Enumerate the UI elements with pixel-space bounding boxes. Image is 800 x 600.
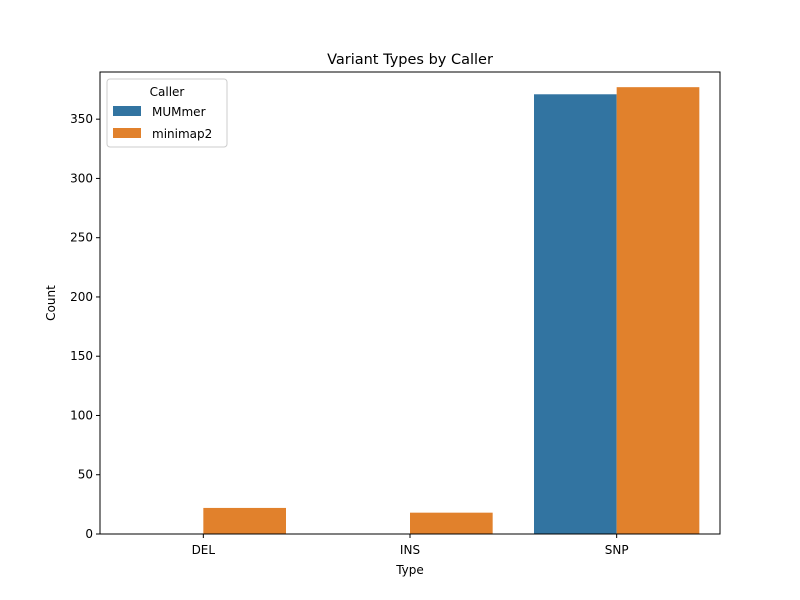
legend-swatch-minimap2 [113,128,141,138]
bars-group [203,87,700,534]
legend: Caller MUMmer minimap2 [106,78,228,148]
x-tick-label: DEL [192,543,216,557]
x-tick-label: INS [400,543,420,557]
legend-swatch-mummer [113,106,141,116]
y-tick-label: 250 [70,231,93,245]
legend-label-minimap2: minimap2 [152,127,212,141]
bar-minimap2-snp [616,87,700,534]
y-axis: 0 50 100 150 200 250 300 350 [70,112,100,541]
legend-title: Caller [150,85,185,99]
y-tick-label: 300 [70,171,93,185]
bar-mummer-snp [534,94,617,534]
y-tick-label: 0 [85,527,93,541]
x-axis: DEL INS SNP [192,534,629,557]
plot-frame [99,71,721,535]
legend-label-mummer: MUMmer [152,105,206,119]
y-axis-label: Count [44,285,58,321]
y-tick-label: 50 [78,468,93,482]
bar-minimap2-del [203,507,286,534]
chart-title: Variant Types by Caller [327,52,493,68]
y-tick-label: 150 [70,349,93,363]
y-tick-label: 350 [70,112,93,126]
y-tick-label: 200 [70,290,93,304]
bar-minimap2-ins [410,512,493,534]
x-axis-label: Type [395,563,424,577]
y-tick-label: 100 [70,408,93,422]
x-tick-label: SNP [605,543,629,557]
